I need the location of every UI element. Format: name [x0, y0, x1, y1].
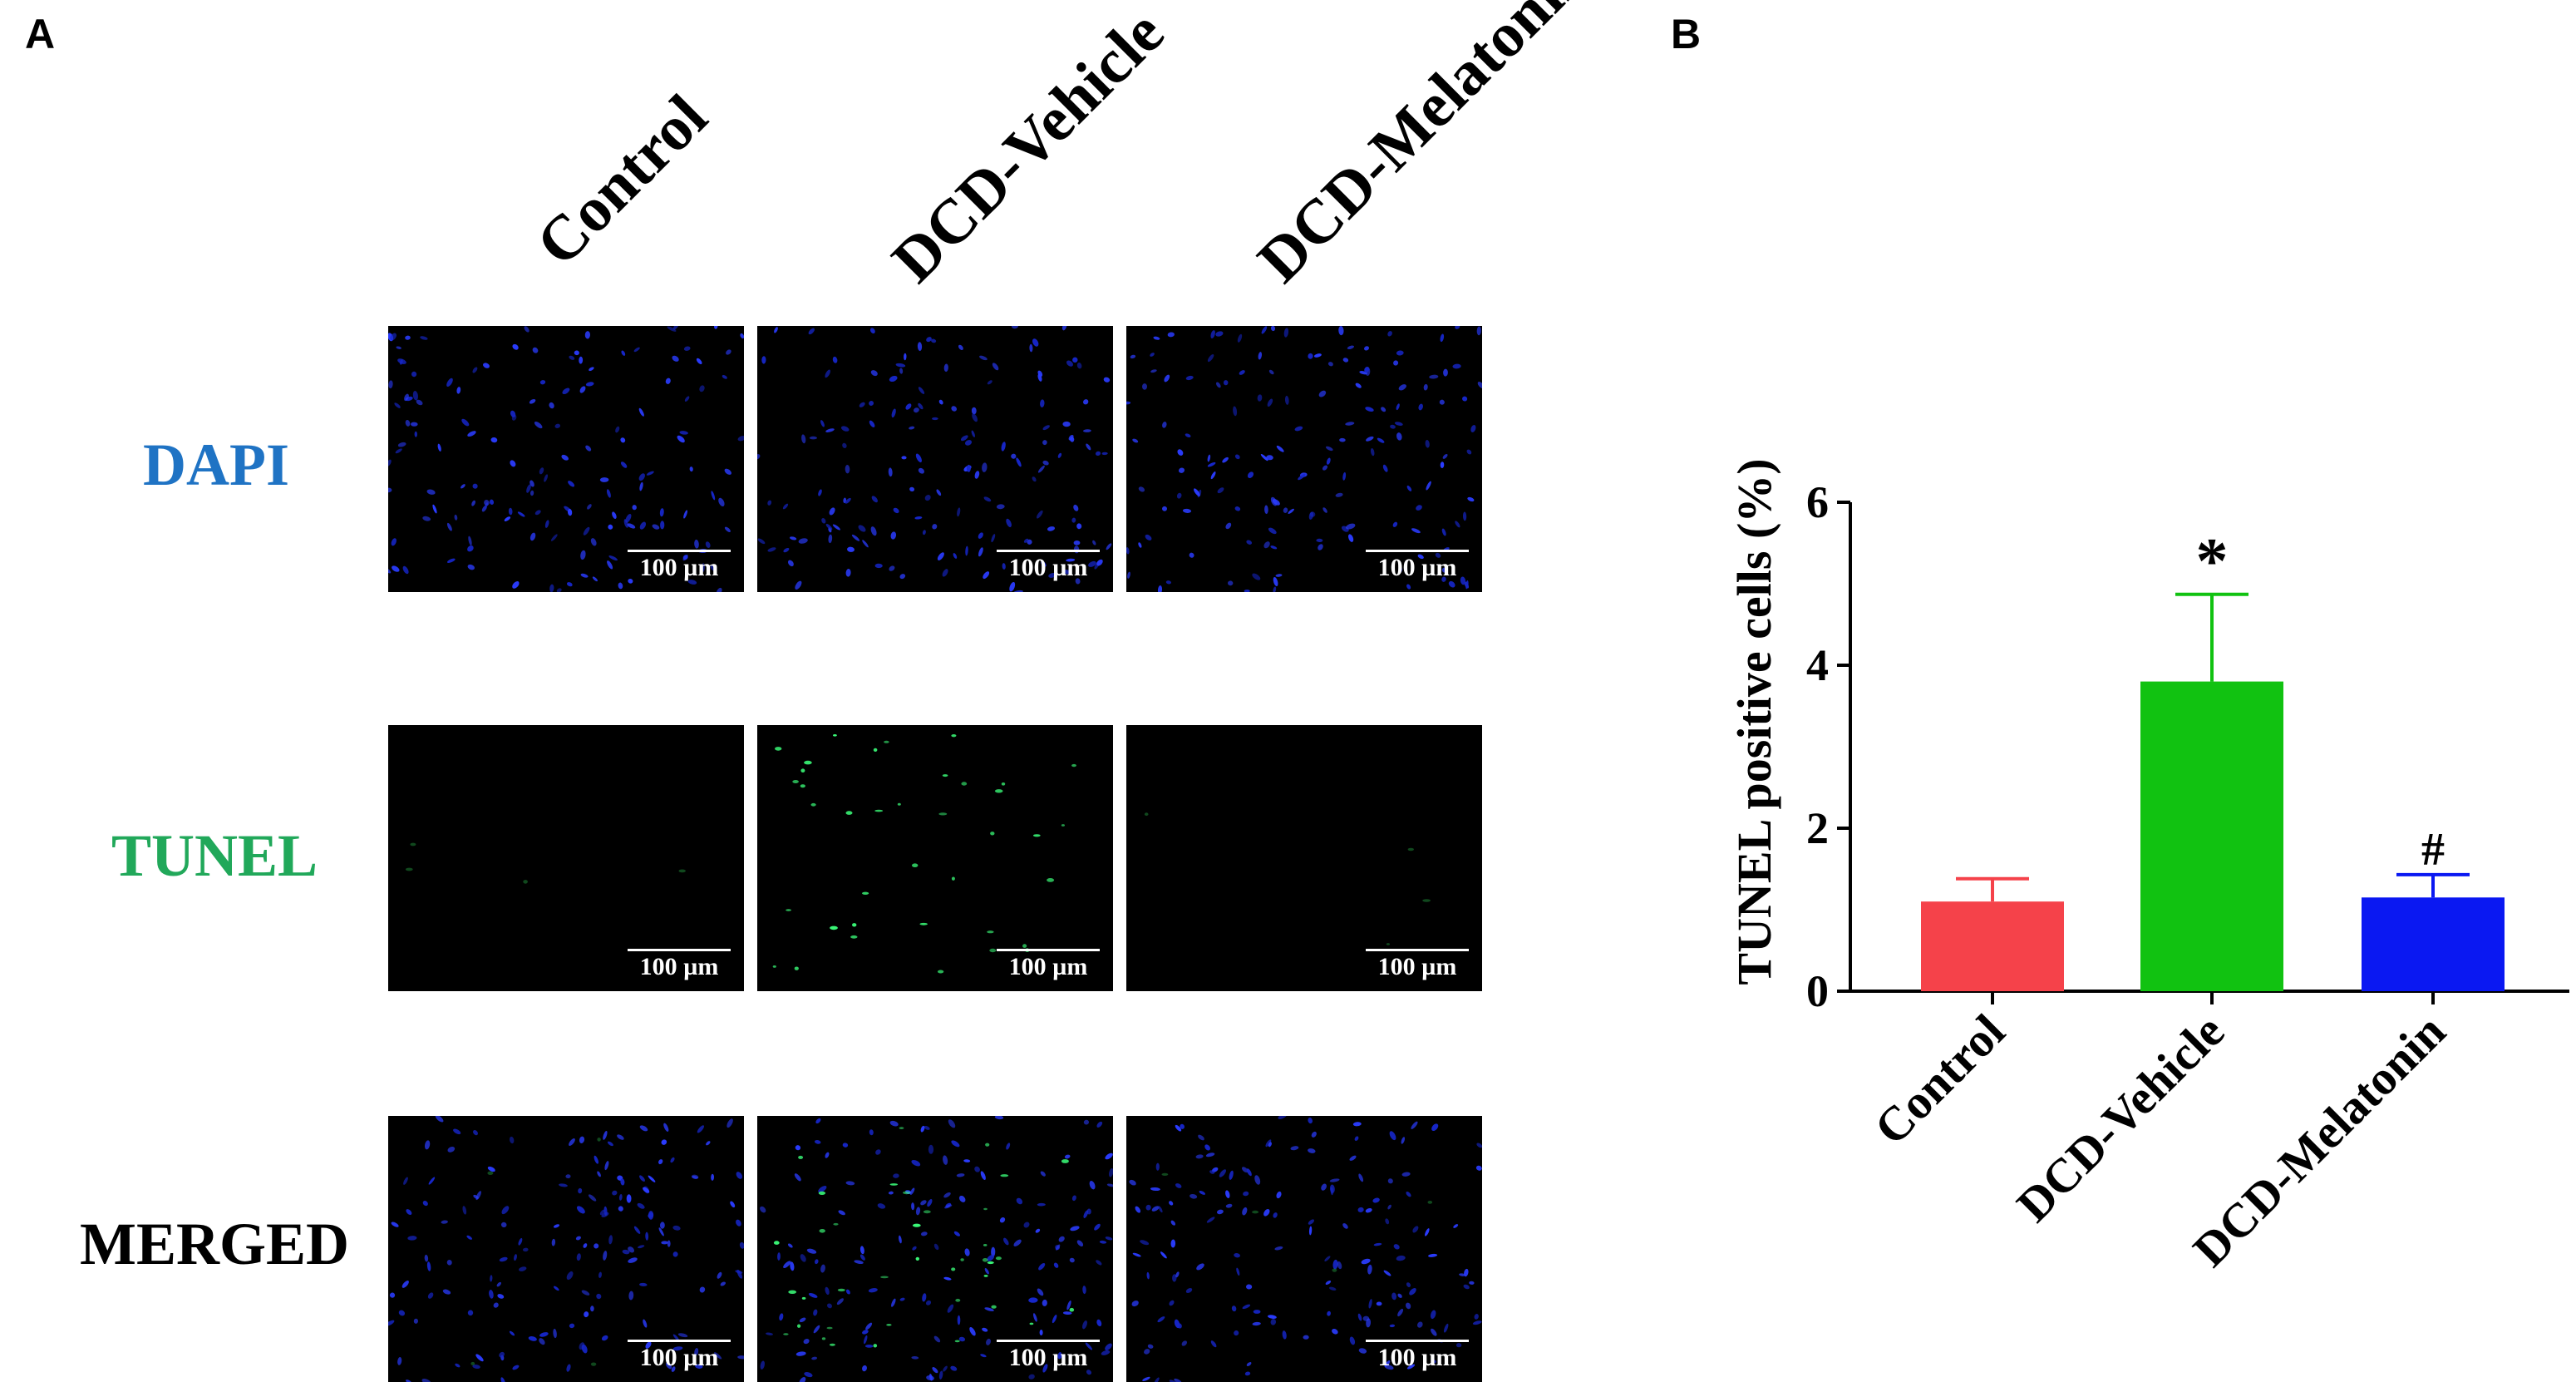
x-tick-label: DCD-Vehicle: [2007, 1004, 2235, 1232]
scale-bar-label: 100 µm: [1008, 554, 1088, 581]
scale-bar-label: 100 µm: [639, 953, 719, 980]
bar-1: [2140, 681, 2283, 991]
scale-bar-label: 100 µm: [639, 554, 719, 581]
y-tick-label: 2: [1806, 803, 1829, 853]
micrograph-merged-control: 100 µm: [388, 1116, 744, 1382]
significance-marker-1: *: [2196, 525, 2229, 597]
scale-bar-label: 100 µm: [639, 1344, 719, 1371]
scale-bar: 100 µm: [628, 550, 731, 582]
column-label-dcd-vehicle: DCD-Vehicle: [879, 0, 1178, 296]
scale-bar-line: [997, 1340, 1100, 1342]
micrograph-dapi-control: 100 µm: [388, 326, 744, 592]
y-axis-label: TUNEL positive cells (%): [1727, 458, 1781, 985]
y-tick-label: 0: [1806, 966, 1829, 1016]
scale-bar-line: [628, 550, 731, 552]
scale-bar-label: 100 µm: [1377, 554, 1457, 581]
y-tick-label: 6: [1806, 477, 1829, 527]
bar-0: [1921, 901, 2064, 991]
scale-bar: 100 µm: [997, 1340, 1100, 1372]
x-tick-label: Control: [1864, 1004, 2015, 1155]
row-label-tunel: TUNEL: [111, 822, 318, 889]
row-label-dapi: DAPI: [143, 432, 289, 498]
y-tick-label: 4: [1806, 640, 1829, 690]
scale-bar-line: [1366, 550, 1469, 552]
scale-bar-line: [628, 949, 731, 951]
scale-bar: 100 µm: [628, 1340, 731, 1372]
scale-bar-line: [997, 550, 1100, 552]
column-label-dcd-melatonin: DCD-Melatonin: [1244, 0, 1602, 296]
scale-bar: 100 µm: [997, 550, 1100, 582]
micrograph-merged-dcd-melatonin: 100 µm: [1126, 1116, 1482, 1382]
scale-bar: 100 µm: [997, 949, 1100, 981]
scale-bar-label: 100 µm: [1377, 1344, 1457, 1371]
micrograph-dapi-dcd-vehicle: 100 µm: [757, 326, 1113, 592]
micrograph-dapi-dcd-melatonin: 100 µm: [1126, 326, 1482, 592]
micrograph-tunel-dcd-melatonin: 100 µm: [1126, 725, 1482, 991]
micrograph-tunel-dcd-vehicle: 100 µm: [757, 725, 1113, 991]
scale-bar-label: 100 µm: [1008, 953, 1088, 980]
panel-b-letter: B: [1671, 11, 1702, 57]
scale-bar: 100 µm: [1366, 949, 1469, 981]
bar-2: [2362, 897, 2505, 991]
column-label-control: Control: [523, 81, 721, 279]
row-label-merged: MERGED: [80, 1211, 349, 1277]
scale-bar: 100 µm: [628, 949, 731, 981]
micrograph-tunel-control: 100 µm: [388, 725, 744, 991]
scale-bar-line: [1366, 1340, 1469, 1342]
scale-bar-label: 100 µm: [1008, 1344, 1088, 1371]
scale-bar-line: [997, 949, 1100, 951]
scale-bar: 100 µm: [1366, 550, 1469, 582]
scale-bar: 100 µm: [1366, 1340, 1469, 1372]
significance-marker-2: #: [2421, 824, 2445, 876]
scale-bar-line: [1366, 949, 1469, 951]
scale-bar-line: [628, 1340, 731, 1342]
panel-a-letter: A: [25, 11, 56, 57]
scale-bar-label: 100 µm: [1377, 953, 1457, 980]
tunel-bar-chart: 0 2 4 6 TUNEL positive cells (%) ControlDCD-V…: [1727, 458, 2569, 1277]
micrograph-merged-dcd-vehicle: 100 µm: [757, 1116, 1113, 1382]
